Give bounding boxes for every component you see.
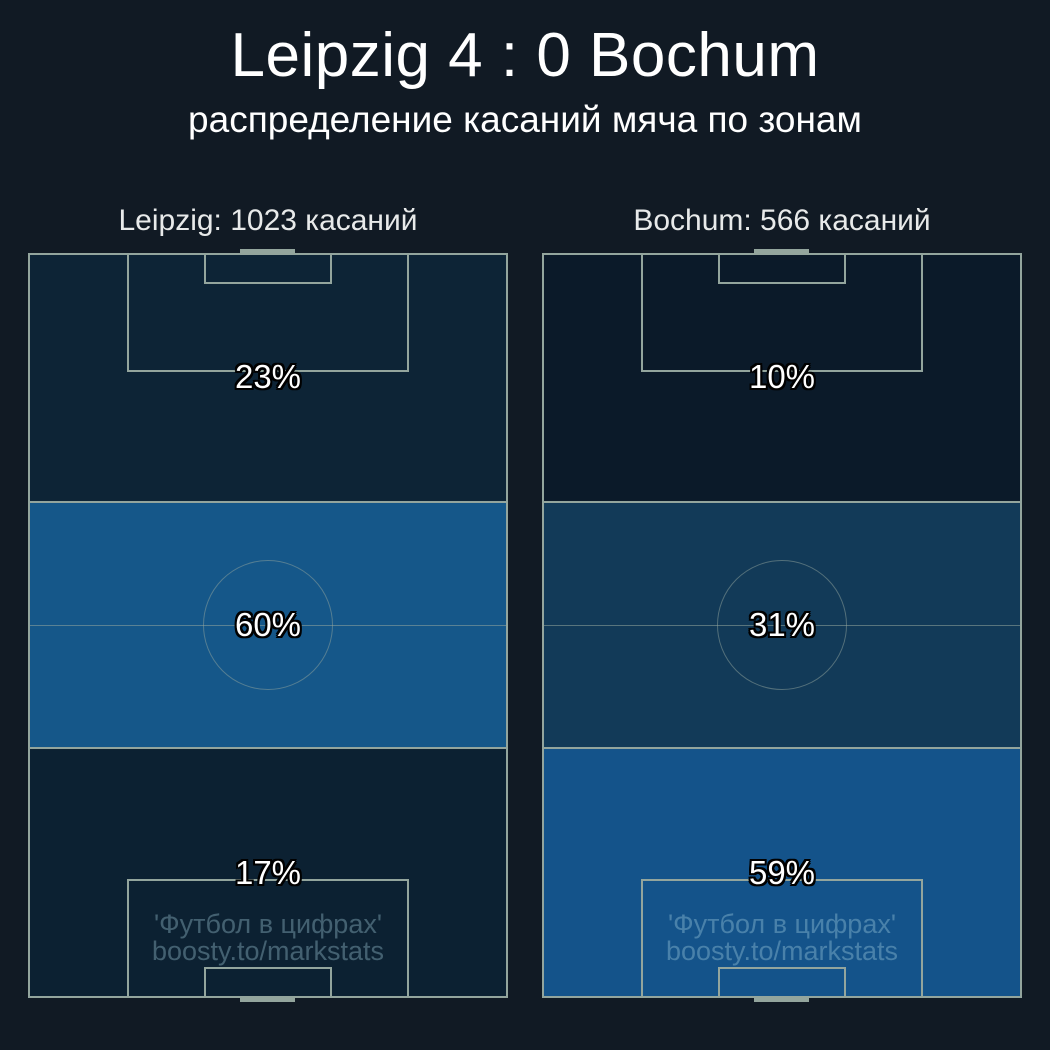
watermark-line2: boosty.to/markstats [665,936,899,966]
zone-separator-line [542,747,1022,749]
six-yard-box-top [204,253,332,284]
penalty-box-bottom [641,879,923,998]
goal-bottom [240,996,295,1002]
goal-bottom [754,996,809,1002]
pitch-leipzig: 23% 60% 17% 'Футбол в цифрах' boosty.to/… [28,249,508,1002]
leipzig-zone-final-third [28,253,508,503]
zone-separator-line [28,747,508,749]
goal-top [240,249,295,255]
watermark-line1: 'Футбол в цифрах' [668,909,896,939]
watermark-line2: boosty.to/markstats [151,936,385,966]
leipzig-final-third-percent: 23% [234,358,302,395]
zone-separator-line [28,501,508,503]
leipzig-touches-header: Leipzig: 1023 касаний [118,204,418,237]
pitch-bochum: 10% 31% 59% 'Футбол в цифрах' boosty.to/… [542,249,1022,1002]
bochum-middle-third-percent: 31% [748,606,816,643]
bochum-zone-defensive-third [542,749,1022,998]
penalty-box-bottom [127,879,409,998]
penalty-box-top [641,253,923,372]
goal-top [754,249,809,255]
center-circle [717,560,847,690]
leipzig-zone-defensive-third [28,749,508,998]
bochum-defensive-third-percent: 59% [748,854,816,891]
six-yard-box-top [718,253,846,284]
six-yard-box-bottom [718,967,846,998]
bochum-zone-final-third [542,253,1022,503]
bochum-touches-header: Bochum: 566 касаний [633,204,931,237]
penalty-box-top [127,253,409,372]
watermark-line1: 'Футбол в цифрах' [154,909,382,939]
watermark: 'Футбол в цифрах' boosty.to/markstats [542,911,1022,965]
zone-separator-line [542,501,1022,503]
page-title: Leipzig 4 : 0 Bochum [230,21,820,90]
center-circle [203,560,333,690]
bochum-final-third-percent: 10% [748,358,816,395]
leipzig-defensive-third-percent: 17% [234,854,302,891]
page-subtitle: распределение касаний мяча по зонам [188,99,862,140]
six-yard-box-bottom [204,967,332,998]
watermark: 'Футбол в цифрах' boosty.to/markstats [28,911,508,965]
leipzig-middle-third-percent: 60% [234,606,302,643]
